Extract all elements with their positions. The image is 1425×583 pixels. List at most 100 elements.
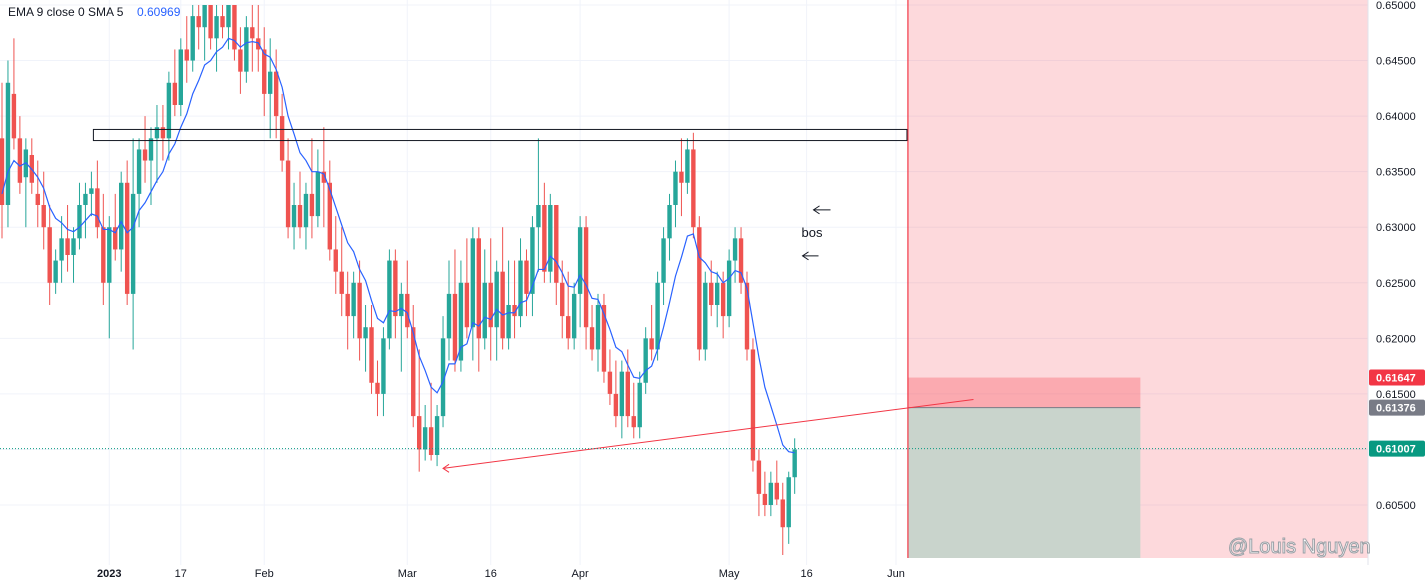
candle-body: [732, 238, 738, 261]
candle-body: [95, 188, 100, 228]
candle-body: [345, 293, 350, 317]
candle-body: [393, 260, 398, 317]
price-badge-label: 0.61376: [1376, 403, 1416, 415]
candle-body: [697, 227, 702, 350]
x-tick-label: May: [719, 568, 740, 580]
candle-body: [309, 193, 315, 217]
candle-body: [518, 260, 523, 317]
x-tick-label: 16: [800, 568, 812, 580]
candle-body: [625, 371, 630, 417]
watermark: @Louis Nguyen: [1228, 536, 1371, 558]
trendline[interactable]: [442, 398, 974, 469]
candle-body: [196, 16, 201, 28]
candle-body: [184, 49, 189, 61]
candle-body: [482, 282, 487, 339]
candle-body: [291, 205, 297, 228]
candle-body: [703, 282, 708, 350]
candle-body: [214, 16, 219, 39]
candle-body: [160, 127, 166, 139]
candle-body: [685, 149, 690, 183]
price-badge-stop: [1369, 369, 1425, 386]
indicator-legend-value: 0.60969: [137, 5, 181, 19]
candle-body: [512, 305, 517, 317]
candle-body: [172, 82, 178, 105]
candle-body: [0, 138, 5, 205]
time-scale[interactable]: [0, 565, 1368, 583]
y-tick-label: 0.62000: [1376, 333, 1416, 345]
candle-body: [750, 349, 756, 461]
candle-body: [17, 138, 23, 183]
candle-body: [244, 27, 249, 72]
price-scale[interactable]: [1368, 0, 1425, 565]
candle-body: [148, 138, 154, 161]
price-badge-entry: [1369, 399, 1425, 416]
y-tick-label: 0.64500: [1376, 56, 1416, 68]
price-badge-label: 0.61007: [1376, 444, 1416, 456]
candle-body: [202, 5, 207, 28]
candle-body: [446, 293, 452, 339]
x-tick-label: 2023: [97, 568, 121, 580]
candle-body: [411, 327, 416, 417]
candle-body: [71, 238, 76, 255]
candle-body: [542, 205, 547, 272]
candle-body: [238, 49, 243, 72]
candle-body: [691, 149, 696, 228]
position-zones[interactable]: [907, 0, 1368, 558]
candle-body: [357, 282, 362, 339]
candle-body: [268, 71, 273, 94]
candle-body: [571, 293, 577, 339]
candle-body: [226, 5, 231, 28]
candle-body: [494, 271, 499, 328]
candle-body: [315, 171, 321, 217]
candle-body: [59, 238, 64, 261]
candle-body: [536, 205, 541, 228]
candle-body: [375, 382, 380, 394]
candle-body: [405, 293, 410, 328]
candle-body: [715, 282, 720, 305]
resistance-rectangle[interactable]: [92, 128, 908, 142]
x-axis: 2023 17 Feb Mar 16 Apr May 16 Jun: [97, 568, 905, 580]
candle-body: [768, 482, 774, 505]
candle-body: [595, 305, 601, 350]
x-tick-label: Apr: [572, 568, 589, 580]
candle-body: [434, 416, 440, 455]
indicator-legend-label[interactable]: EMA 9 close 0 SMA 5: [8, 5, 124, 19]
candle-body: [130, 193, 136, 294]
candle-body: [667, 205, 672, 239]
candle-body: [476, 238, 481, 339]
candle-body: [339, 271, 344, 294]
candle-body: [83, 193, 88, 205]
candle-body: [321, 171, 327, 183]
price-badge-label: 0.61647: [1376, 373, 1416, 385]
candle-body: [417, 416, 422, 450]
target-zone[interactable]: [907, 407, 1141, 558]
candle-body: [607, 371, 613, 394]
candle-body: [363, 327, 368, 339]
candle-body: [566, 316, 571, 339]
candle-body: [232, 5, 237, 50]
candle-body: [107, 227, 112, 283]
candle-body: [631, 416, 636, 428]
y-tick-label: 0.60500: [1376, 500, 1416, 512]
candle-body: [369, 327, 374, 383]
candle-body: [77, 205, 82, 239]
candle-body: [327, 182, 332, 250]
candle-body: [792, 449, 797, 478]
candle-body: [440, 338, 446, 417]
x-tick-label: 17: [175, 568, 187, 580]
candle-body: [208, 5, 213, 39]
candle-body: [119, 182, 124, 250]
candle-body: [381, 338, 386, 394]
candle-body: [774, 482, 779, 500]
candle-body: [577, 227, 583, 294]
candle-body: [142, 149, 148, 161]
candle-body: [136, 149, 142, 194]
y-tick-label: 0.63000: [1376, 222, 1416, 234]
candle-body: [190, 16, 195, 61]
candle-body: [41, 205, 46, 228]
candle-body: [673, 171, 678, 205]
candle-body: [166, 82, 172, 139]
candle-body: [583, 227, 589, 328]
candle-body: [786, 477, 791, 528]
